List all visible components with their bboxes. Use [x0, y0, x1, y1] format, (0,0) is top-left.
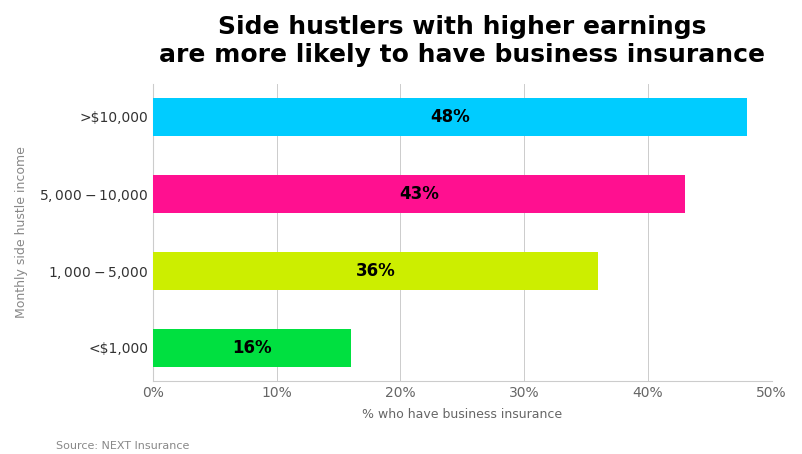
Text: 16%: 16% [232, 339, 272, 357]
Bar [153, 174, 685, 213]
X-axis label: % who have business insurance: % who have business insurance [363, 408, 562, 421]
Bar [153, 98, 747, 136]
Title: Side hustlers with higher earnings
are more likely to have business insurance: Side hustlers with higher earnings are m… [160, 15, 765, 67]
Bar [153, 252, 598, 290]
Y-axis label: Monthly side hustle income: Monthly side hustle income [15, 146, 28, 318]
Text: 48%: 48% [430, 108, 470, 126]
Text: 43%: 43% [399, 185, 439, 203]
Text: Source: NEXT Insurance: Source: NEXT Insurance [56, 441, 189, 451]
Bar [153, 329, 351, 367]
Text: 36%: 36% [356, 262, 395, 280]
